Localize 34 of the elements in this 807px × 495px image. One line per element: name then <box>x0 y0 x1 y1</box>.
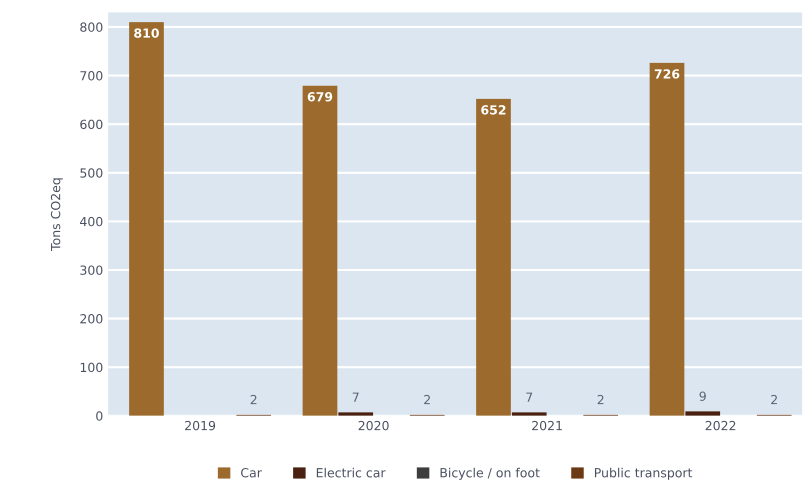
data-label: 7 <box>352 392 359 402</box>
data-label: 7 <box>526 392 532 402</box>
y-axis-title: Tons CO2eq <box>50 178 63 251</box>
legend-label: Car <box>241 468 262 478</box>
bar <box>302 86 338 416</box>
legend-label: Public transport <box>594 468 692 480</box>
data-label: 2 <box>598 394 604 404</box>
y-tick-label: 800 <box>80 22 102 32</box>
y-tick-label: 0 <box>96 411 102 421</box>
bar <box>129 22 164 416</box>
y-tick-label: 200 <box>80 314 102 324</box>
data-label: 2 <box>250 394 256 404</box>
x-tick-label: 2022 <box>706 420 736 430</box>
bar <box>476 98 511 416</box>
data-label: 9 <box>700 391 706 401</box>
data-label: 2 <box>771 394 777 404</box>
y-tick-label: 100 <box>80 362 102 372</box>
legend-label: Bicycle / on foot <box>440 468 540 480</box>
y-tick-label: 300 <box>80 265 102 275</box>
y-tick-label: 700 <box>80 71 102 80</box>
data-label: 810 <box>134 28 159 38</box>
legend-label: Electric car <box>316 468 386 478</box>
bar <box>650 62 684 416</box>
data-label: 2 <box>424 394 430 404</box>
x-tick-label: 2019 <box>185 420 216 430</box>
x-tick-label: 2020 <box>358 420 389 430</box>
x-tick-label: 2021 <box>532 420 562 430</box>
data-label: 679 <box>308 92 332 102</box>
y-tick-label: 600 <box>80 120 102 130</box>
data-label: 652 <box>481 105 506 115</box>
bar <box>685 411 720 416</box>
y-tick-label: 500 <box>80 168 102 178</box>
data-label: 726 <box>654 69 680 79</box>
y-tick-label: 400 <box>80 216 102 226</box>
